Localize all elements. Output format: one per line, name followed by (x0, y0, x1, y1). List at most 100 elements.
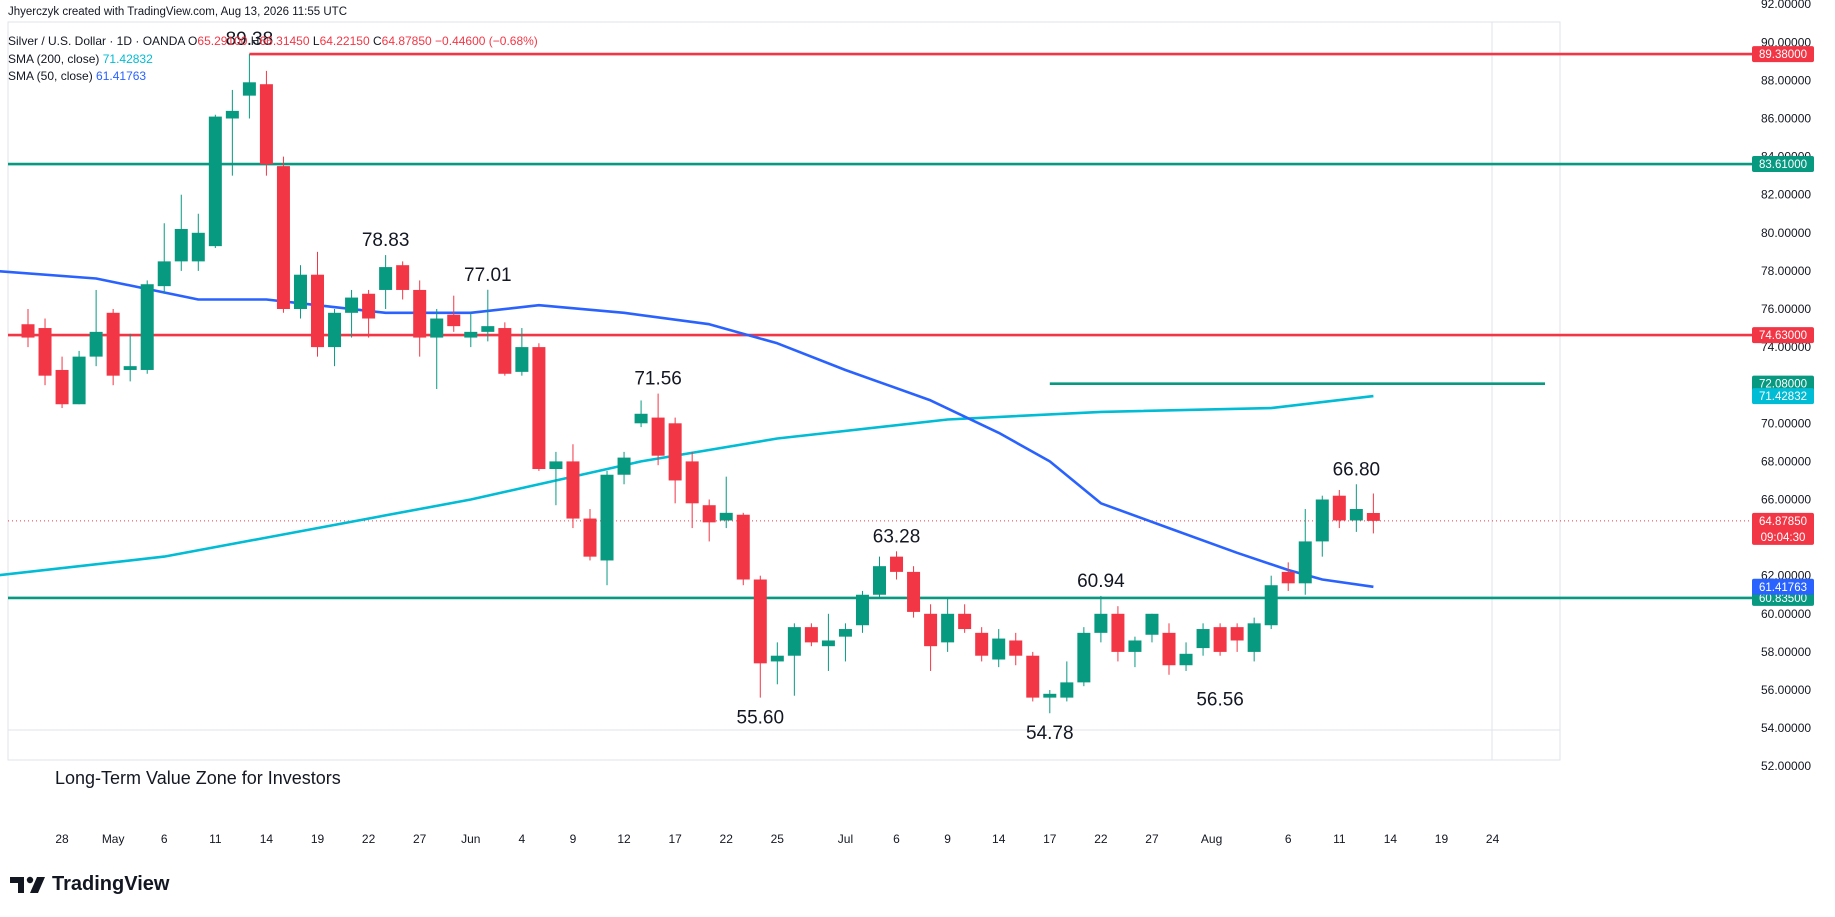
candle-body (941, 613, 955, 643)
candle-up (89, 289, 103, 367)
plot-frame (7, 21, 1561, 761)
x-tick-label: 14 (260, 832, 274, 846)
x-tick-label: Jul (838, 832, 853, 846)
y-tick-label: 78.00000 (1761, 264, 1811, 278)
x-tick-label: 25 (771, 832, 785, 846)
candle-down (38, 318, 52, 386)
candle-body (736, 514, 750, 580)
candle-body (38, 328, 52, 376)
candle-up (1077, 627, 1091, 687)
candle-up (1349, 484, 1363, 532)
candle-up (1315, 495, 1329, 557)
candle-down (566, 444, 580, 529)
candle-down (276, 156, 290, 313)
y-tick-label: 66.00000 (1761, 493, 1811, 507)
candle-down (907, 566, 921, 618)
candle-up (1298, 509, 1312, 595)
candle-body (1366, 513, 1380, 521)
sma50-label: SMA (50, close) (8, 69, 93, 83)
symbol-name[interactable]: Silver / U.S. Dollar · 1D · OANDA (8, 34, 185, 48)
x-tick-label: Jun (461, 832, 480, 846)
candle-up (719, 476, 733, 529)
candle-body (838, 629, 852, 637)
candle-body (668, 423, 682, 481)
candle-body (311, 274, 325, 348)
candle-body (1247, 623, 1261, 652)
candle-body (123, 366, 137, 370)
legend-sma200[interactable]: SMA (200, close) 71.42832 (8, 52, 153, 66)
indicator-price-tag-countdown: 09:04:30 (1761, 532, 1806, 544)
x-tick-label: 11 (209, 832, 222, 846)
candle-body (1094, 613, 1108, 633)
candle-body (89, 331, 103, 357)
candle-body (1315, 499, 1329, 542)
candle-up (515, 328, 529, 376)
indicator-price-tag: 64.87850 (1759, 516, 1807, 528)
author-credit: Jhyerczyk created with TradingView.com, … (8, 6, 348, 18)
candle-body (413, 289, 427, 338)
candle-up (1264, 575, 1278, 630)
candle-down (651, 393, 665, 466)
candle-body (617, 457, 631, 475)
candle-down (583, 509, 597, 561)
candle-body (447, 314, 461, 327)
x-tick-label: 19 (311, 832, 325, 846)
candle-body (958, 613, 972, 630)
candle-up (770, 642, 784, 685)
candle-up (208, 114, 222, 249)
candle-down (1230, 623, 1244, 652)
tradingview-logo[interactable]: TradingView (10, 873, 169, 896)
indicator-price-tag: 61.41763 (1759, 582, 1807, 594)
time-axis: 28 May 6 11 14 19 22 27 Jun 4 9 12 17 22 25 Jul 6 9 14 17 22… (55, 832, 1499, 846)
candle-down (362, 289, 376, 338)
candle-down (736, 512, 750, 586)
candle-body (634, 413, 648, 424)
candle-up (191, 213, 205, 271)
candle-up (1094, 595, 1108, 643)
ohlc-change: −0.44600 (−0.68%) (435, 34, 538, 48)
value-zone-label: Long-Term Value Zone for Investors (55, 768, 341, 788)
candle-down (1332, 489, 1346, 529)
ohlc-low: 64.22150 (319, 34, 370, 48)
candle-body (515, 347, 529, 372)
candle-body (1043, 693, 1057, 698)
candle-body (21, 324, 35, 338)
candle-body (345, 297, 359, 313)
level-price-tag: 89.38000 (1759, 49, 1807, 61)
candle-body (1264, 585, 1278, 626)
price-annotation: 63.28 (873, 526, 921, 547)
candle-up (1247, 617, 1261, 662)
x-tick-label: 6 (1285, 832, 1292, 846)
candle-body (1060, 682, 1074, 698)
tradingview-logo-icon (10, 876, 45, 893)
candle-body (1077, 632, 1091, 683)
candle-down (1162, 623, 1176, 675)
price-tags: 89.38000 83.61000 74.63000 72.08000 60.83500… (1752, 46, 1814, 606)
candle-body (362, 293, 376, 319)
candle-body (719, 512, 733, 521)
x-tick-label: 17 (668, 832, 682, 846)
legend-sma50[interactable]: SMA (50, close) 61.41763 (8, 69, 146, 83)
candle-down (396, 261, 410, 300)
candle-down (259, 70, 273, 176)
candle-up (464, 312, 478, 348)
indicator-price-tag-bg (1752, 578, 1814, 595)
y-tick-label: 92.00000 (1761, 0, 1811, 11)
price-annotation: 54.78 (1026, 723, 1074, 744)
x-tick-label: May (102, 832, 125, 846)
price-annotation: 71.56 (634, 369, 682, 390)
level-price-tag-bg (1752, 327, 1814, 344)
candle-down (532, 343, 546, 471)
candle-body (293, 274, 307, 309)
indicator-price-tag-bg (1752, 512, 1814, 545)
candle-body (770, 655, 784, 662)
candle-body (924, 613, 938, 647)
x-tick-label: 22 (720, 832, 734, 846)
candle-up (1145, 613, 1159, 643)
candle-down (890, 551, 904, 580)
candle-body (1298, 541, 1312, 584)
price-annotation: 66.80 (1333, 459, 1381, 480)
candle-down (1366, 493, 1380, 534)
candle-up (430, 309, 444, 390)
